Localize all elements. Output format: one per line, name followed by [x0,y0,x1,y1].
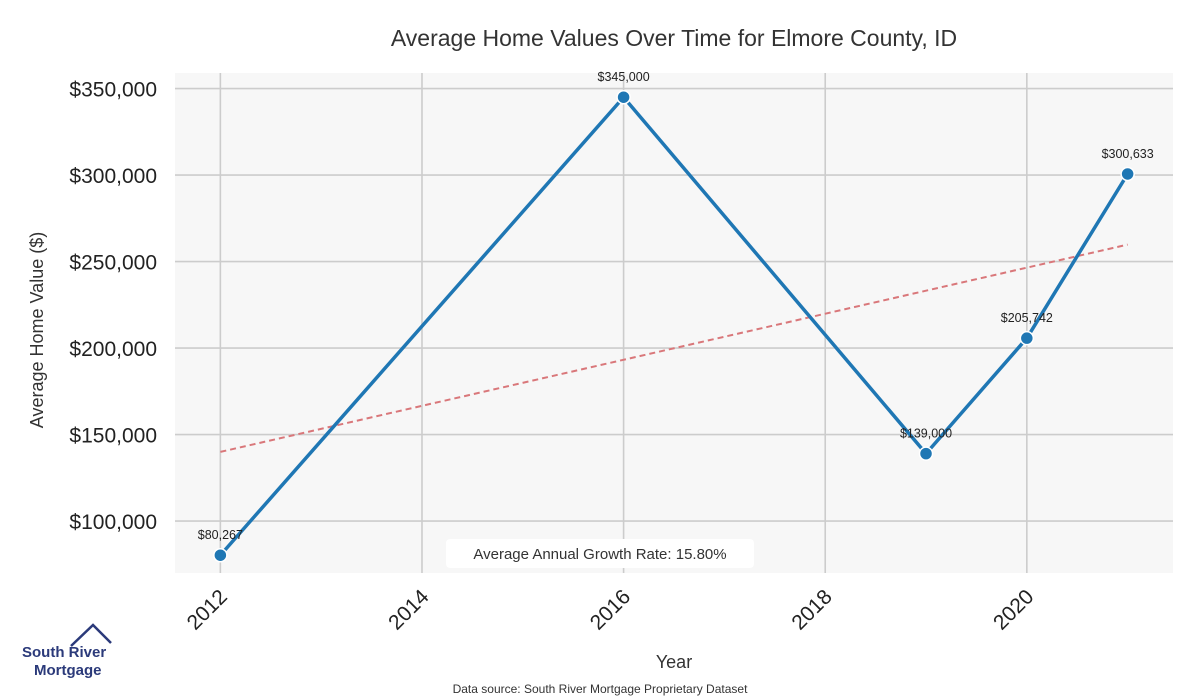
chart-title: Average Home Values Over Time for Elmore… [391,25,957,51]
data-point [1019,330,1035,346]
x-tick-label: 2016 [586,585,635,634]
x-tick-label: 2014 [384,585,434,635]
y-axis-label: Average Home Value ($) [27,232,47,428]
company-logo: South River Mortgage [22,623,112,679]
growth-rate-annotation: Average Annual Growth Rate: 15.80% [473,546,726,563]
data-label: $205,742 [1001,311,1053,325]
data-point [616,89,631,105]
logo-text-line2: Mortgage [34,662,102,679]
data-label: $300,633 [1102,147,1154,161]
series-layer [213,89,1135,563]
trendline [220,243,1128,453]
y-tick-label: $100,000 [69,511,157,534]
y-tick-label: $150,000 [69,425,157,448]
y-tick-label: $300,000 [69,165,157,188]
x-tick-label: 2018 [787,585,836,634]
y-tick-label: $200,000 [69,338,157,361]
x-tick-label: 2020 [989,585,1038,634]
growth-rate-box [446,539,754,568]
x-axis-label: Year [656,652,692,672]
house-roof-icon [70,623,112,647]
x-tick-label: 2012 [183,585,232,634]
data-source-note: Data source: South River Mortgage Propri… [453,682,748,696]
data-point [918,446,934,461]
y-tick-label: $350,000 [69,79,157,102]
data-label: $345,000 [598,70,650,84]
y-axis-ticks: $100,000 $150,000 $200,000 $250,000 $300,000… [69,79,157,535]
logo-text-line1: South River [22,644,106,661]
y-tick-label: $250,000 [69,252,157,275]
trendline-layer [220,243,1128,453]
x-axis-ticks: 2012 2014 2016 2018 2020 [183,585,1039,635]
data-label: $80,267 [198,528,243,542]
data-point [213,547,228,563]
data-point [1120,166,1135,182]
data-label-layer: $80,267 $345,000 $139,000 $205,742 $300,633 [198,70,1154,542]
data-label: $139,000 [900,427,952,441]
